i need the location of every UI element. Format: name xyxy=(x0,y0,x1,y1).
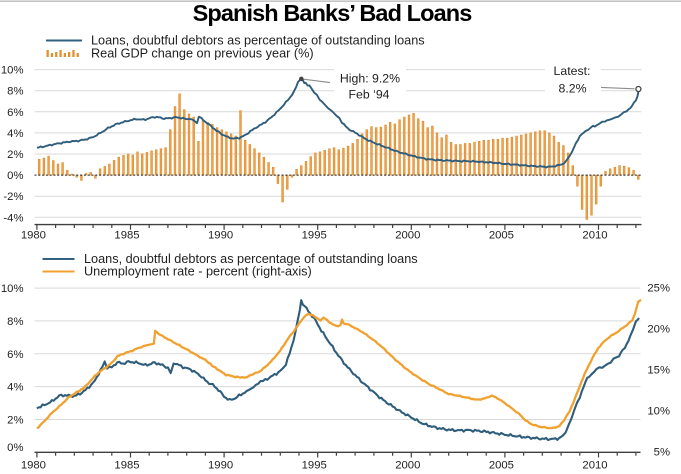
svg-text:2005: 2005 xyxy=(489,460,514,472)
svg-text:10%: 10% xyxy=(647,405,670,417)
svg-text:-2%: -2% xyxy=(3,191,23,203)
svg-text:2010: 2010 xyxy=(582,230,607,242)
svg-text:10%: 10% xyxy=(1,283,24,295)
svg-text:6%: 6% xyxy=(7,349,23,361)
svg-text:15%: 15% xyxy=(647,364,670,376)
svg-text:Spanish Banks’ Bad Loans: Spanish Banks’ Bad Loans xyxy=(193,0,473,26)
svg-text:25%: 25% xyxy=(647,282,670,294)
svg-text:2005: 2005 xyxy=(489,230,514,242)
svg-text:2010: 2010 xyxy=(582,460,607,472)
svg-text:2000: 2000 xyxy=(395,230,420,242)
svg-text:1990: 1990 xyxy=(208,460,233,472)
svg-text:0%: 0% xyxy=(7,170,23,182)
svg-text:10%: 10% xyxy=(1,65,24,77)
svg-text:6%: 6% xyxy=(7,107,23,119)
svg-text:Unemployment rate - percent (r: Unemployment rate - percent (right-axis) xyxy=(84,265,312,279)
svg-text:5%: 5% xyxy=(654,446,670,458)
svg-text:8%: 8% xyxy=(7,316,23,328)
svg-text:Real GDP change on previous ye: Real GDP change on previous year (%) xyxy=(91,47,314,61)
svg-text:4%: 4% xyxy=(7,128,23,140)
svg-text:1985: 1985 xyxy=(114,230,139,242)
svg-text:20%: 20% xyxy=(647,323,670,335)
svg-text:Loans, doubtful debtors as per: Loans, doubtful debtors as percentage of… xyxy=(84,252,418,266)
svg-text:Feb ‘94: Feb ‘94 xyxy=(348,87,389,101)
svg-text:8.2%: 8.2% xyxy=(558,82,586,96)
svg-text:Latest:: Latest: xyxy=(554,64,591,78)
svg-text:Loans, doubtful debtors as per: Loans, doubtful debtors as percentage of… xyxy=(91,34,425,48)
svg-text:2000: 2000 xyxy=(395,460,420,472)
svg-text:1985: 1985 xyxy=(114,460,139,472)
svg-text:1995: 1995 xyxy=(302,230,327,242)
svg-text:8%: 8% xyxy=(7,86,23,98)
svg-text:1995: 1995 xyxy=(302,460,327,472)
svg-text:2%: 2% xyxy=(7,149,23,161)
svg-text:High: 9.2%: High: 9.2% xyxy=(340,71,400,85)
svg-text:2%: 2% xyxy=(7,415,23,427)
svg-text:4%: 4% xyxy=(7,382,23,394)
svg-text:1980: 1980 xyxy=(21,230,46,242)
svg-text:1990: 1990 xyxy=(208,230,233,242)
svg-text:0%: 0% xyxy=(7,442,23,454)
svg-text:1980: 1980 xyxy=(21,460,46,472)
svg-text:-4%: -4% xyxy=(3,212,23,224)
